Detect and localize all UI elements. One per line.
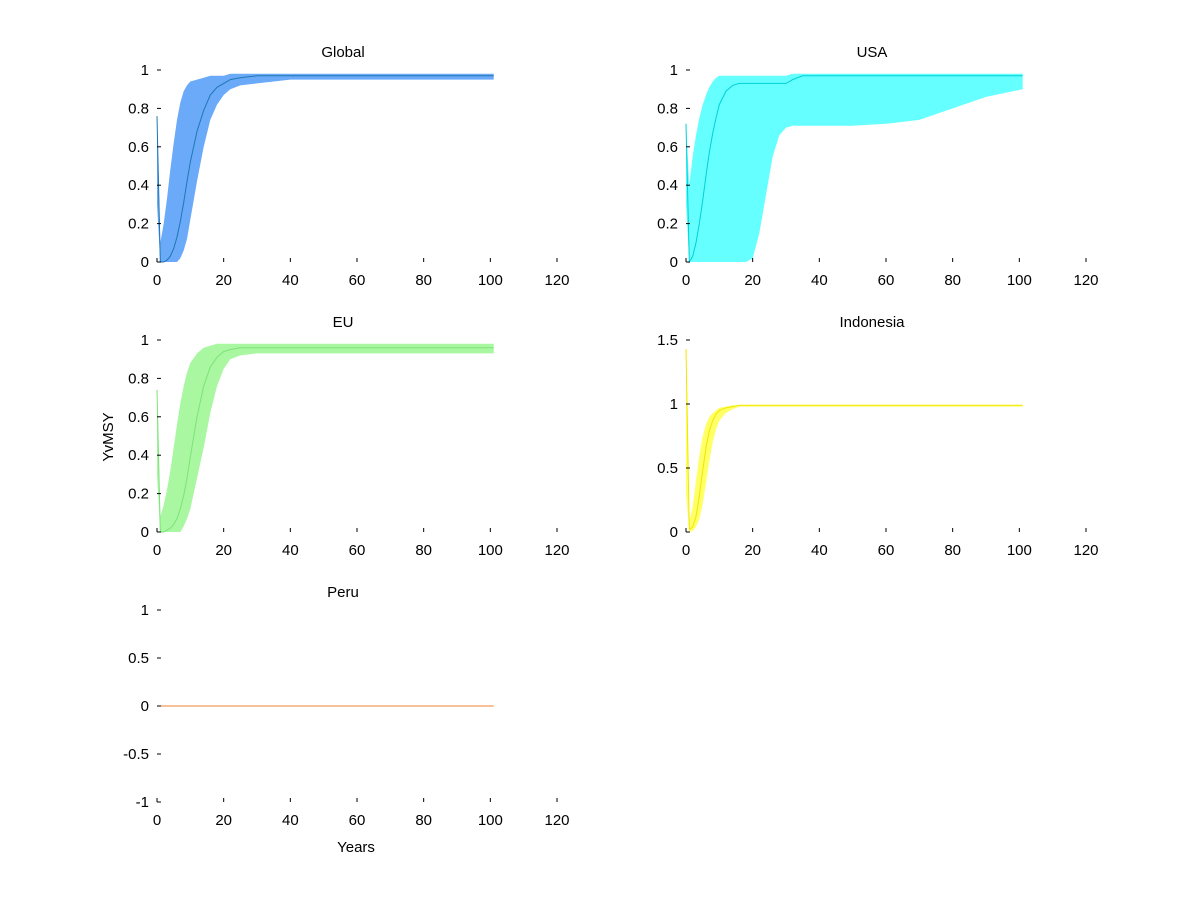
y-tick-label: 0.8 [657,100,678,117]
y-tick-label: 0 [141,698,149,715]
panel-title: Peru [327,584,359,601]
y-tick-label: 0.2 [657,216,678,233]
series-band [686,349,1023,532]
y-tick-label: 0 [141,254,149,271]
y-tick-label: 1.5 [657,332,678,349]
x-tick-label: 60 [349,812,366,829]
y-tick-label: 1 [670,62,678,79]
x-tick-label: 120 [544,542,569,559]
x-tick-label: 80 [944,542,961,559]
panel-indonesia: Indonesia 0 20 40 60 80 100 120 0 0.5 1 1.5 [657,314,1098,559]
panel-eu: EU 0 20 40 60 80 100 120 0 0.2 0.4 0.6 0.8 1 [128,314,569,559]
x-tick-label: 60 [878,272,895,289]
y-tick-label: 0.2 [128,486,149,503]
y-tick-label: 0.4 [657,177,678,194]
x-tick-label: 0 [682,272,690,289]
y-tick-label: -0.5 [123,746,149,763]
x-tick-label: 60 [349,272,366,289]
y-tick-label: 0.6 [657,139,678,156]
figure-ylabel: YvMSY [100,412,117,461]
panel-title: EU [333,314,354,331]
y-tick-label: 0 [141,524,149,541]
x-tick-label: 80 [415,272,432,289]
panel-title: USA [857,44,888,61]
y-tick-label: 1 [141,62,149,79]
x-tick-label: 0 [682,542,690,559]
x-tick-label: 40 [282,542,299,559]
y-tick-label: -1 [136,794,149,811]
y-tick-label: 0 [670,524,678,541]
x-tick-label: 60 [349,542,366,559]
x-tick-label: 80 [415,812,432,829]
x-tick-label: 40 [282,272,299,289]
x-tick-label: 20 [215,272,232,289]
x-tick-label: 120 [1073,272,1098,289]
x-tick-label: 100 [478,272,503,289]
y-tick-label: 0.4 [128,447,149,464]
y-tick-label: 0.5 [128,650,149,667]
y-tick-label: 0 [670,254,678,271]
x-tick-label: 20 [215,812,232,829]
x-tick-label: 100 [1007,542,1032,559]
x-tick-label: 0 [153,542,161,559]
panel-peru: Peru 0 20 40 60 80 100 120 -1 -0.5 0 0.5 1 [123,584,569,829]
series-median-line [156,347,494,533]
series-median-line [685,75,1023,264]
x-tick-label: 100 [478,812,503,829]
y-tick-label: 0.6 [128,139,149,156]
y-tick-label: 1 [670,396,678,413]
x-tick-label: 40 [811,272,828,289]
x-tick-label: 100 [1007,272,1032,289]
figure-xlabel: Years [337,839,375,856]
x-tick-label: 40 [811,542,828,559]
panel-global: Global 0 20 40 60 80 100 120 0 0.2 0.4 0.6 0.8 1 [128,44,569,289]
x-tick-label: 60 [878,542,895,559]
series-band [686,73,1023,262]
panel-title: Indonesia [839,314,905,331]
x-tick-label: 40 [282,812,299,829]
y-tick-label: 1 [141,602,149,619]
y-tick-label: 0.5 [657,460,678,477]
x-tick-label: 80 [415,542,432,559]
x-tick-label: 0 [153,812,161,829]
x-tick-label: 100 [478,542,503,559]
x-tick-label: 20 [744,542,761,559]
y-tick-label: 1 [141,332,149,349]
series-median-line [156,75,494,263]
y-tick-label: 0.4 [128,177,149,194]
series-median-line [685,348,1023,531]
y-tick-label: 0.8 [128,370,149,387]
x-tick-label: 120 [544,272,569,289]
y-tick-label: 0.6 [128,409,149,426]
panel-usa: USA 0 20 40 60 80 100 120 0 0.2 0.4 0.6 0.8 1 [657,44,1098,289]
panel-title: Global [321,44,364,61]
series-band [157,73,494,262]
x-tick-label: 20 [744,272,761,289]
y-tick-label: 0.2 [128,216,149,233]
x-tick-label: 80 [944,272,961,289]
series-band [157,343,494,532]
x-tick-label: 20 [215,542,232,559]
x-tick-label: 120 [1073,542,1098,559]
x-tick-label: 0 [153,272,161,289]
x-tick-label: 120 [544,812,569,829]
y-tick-label: 0.8 [128,100,149,117]
